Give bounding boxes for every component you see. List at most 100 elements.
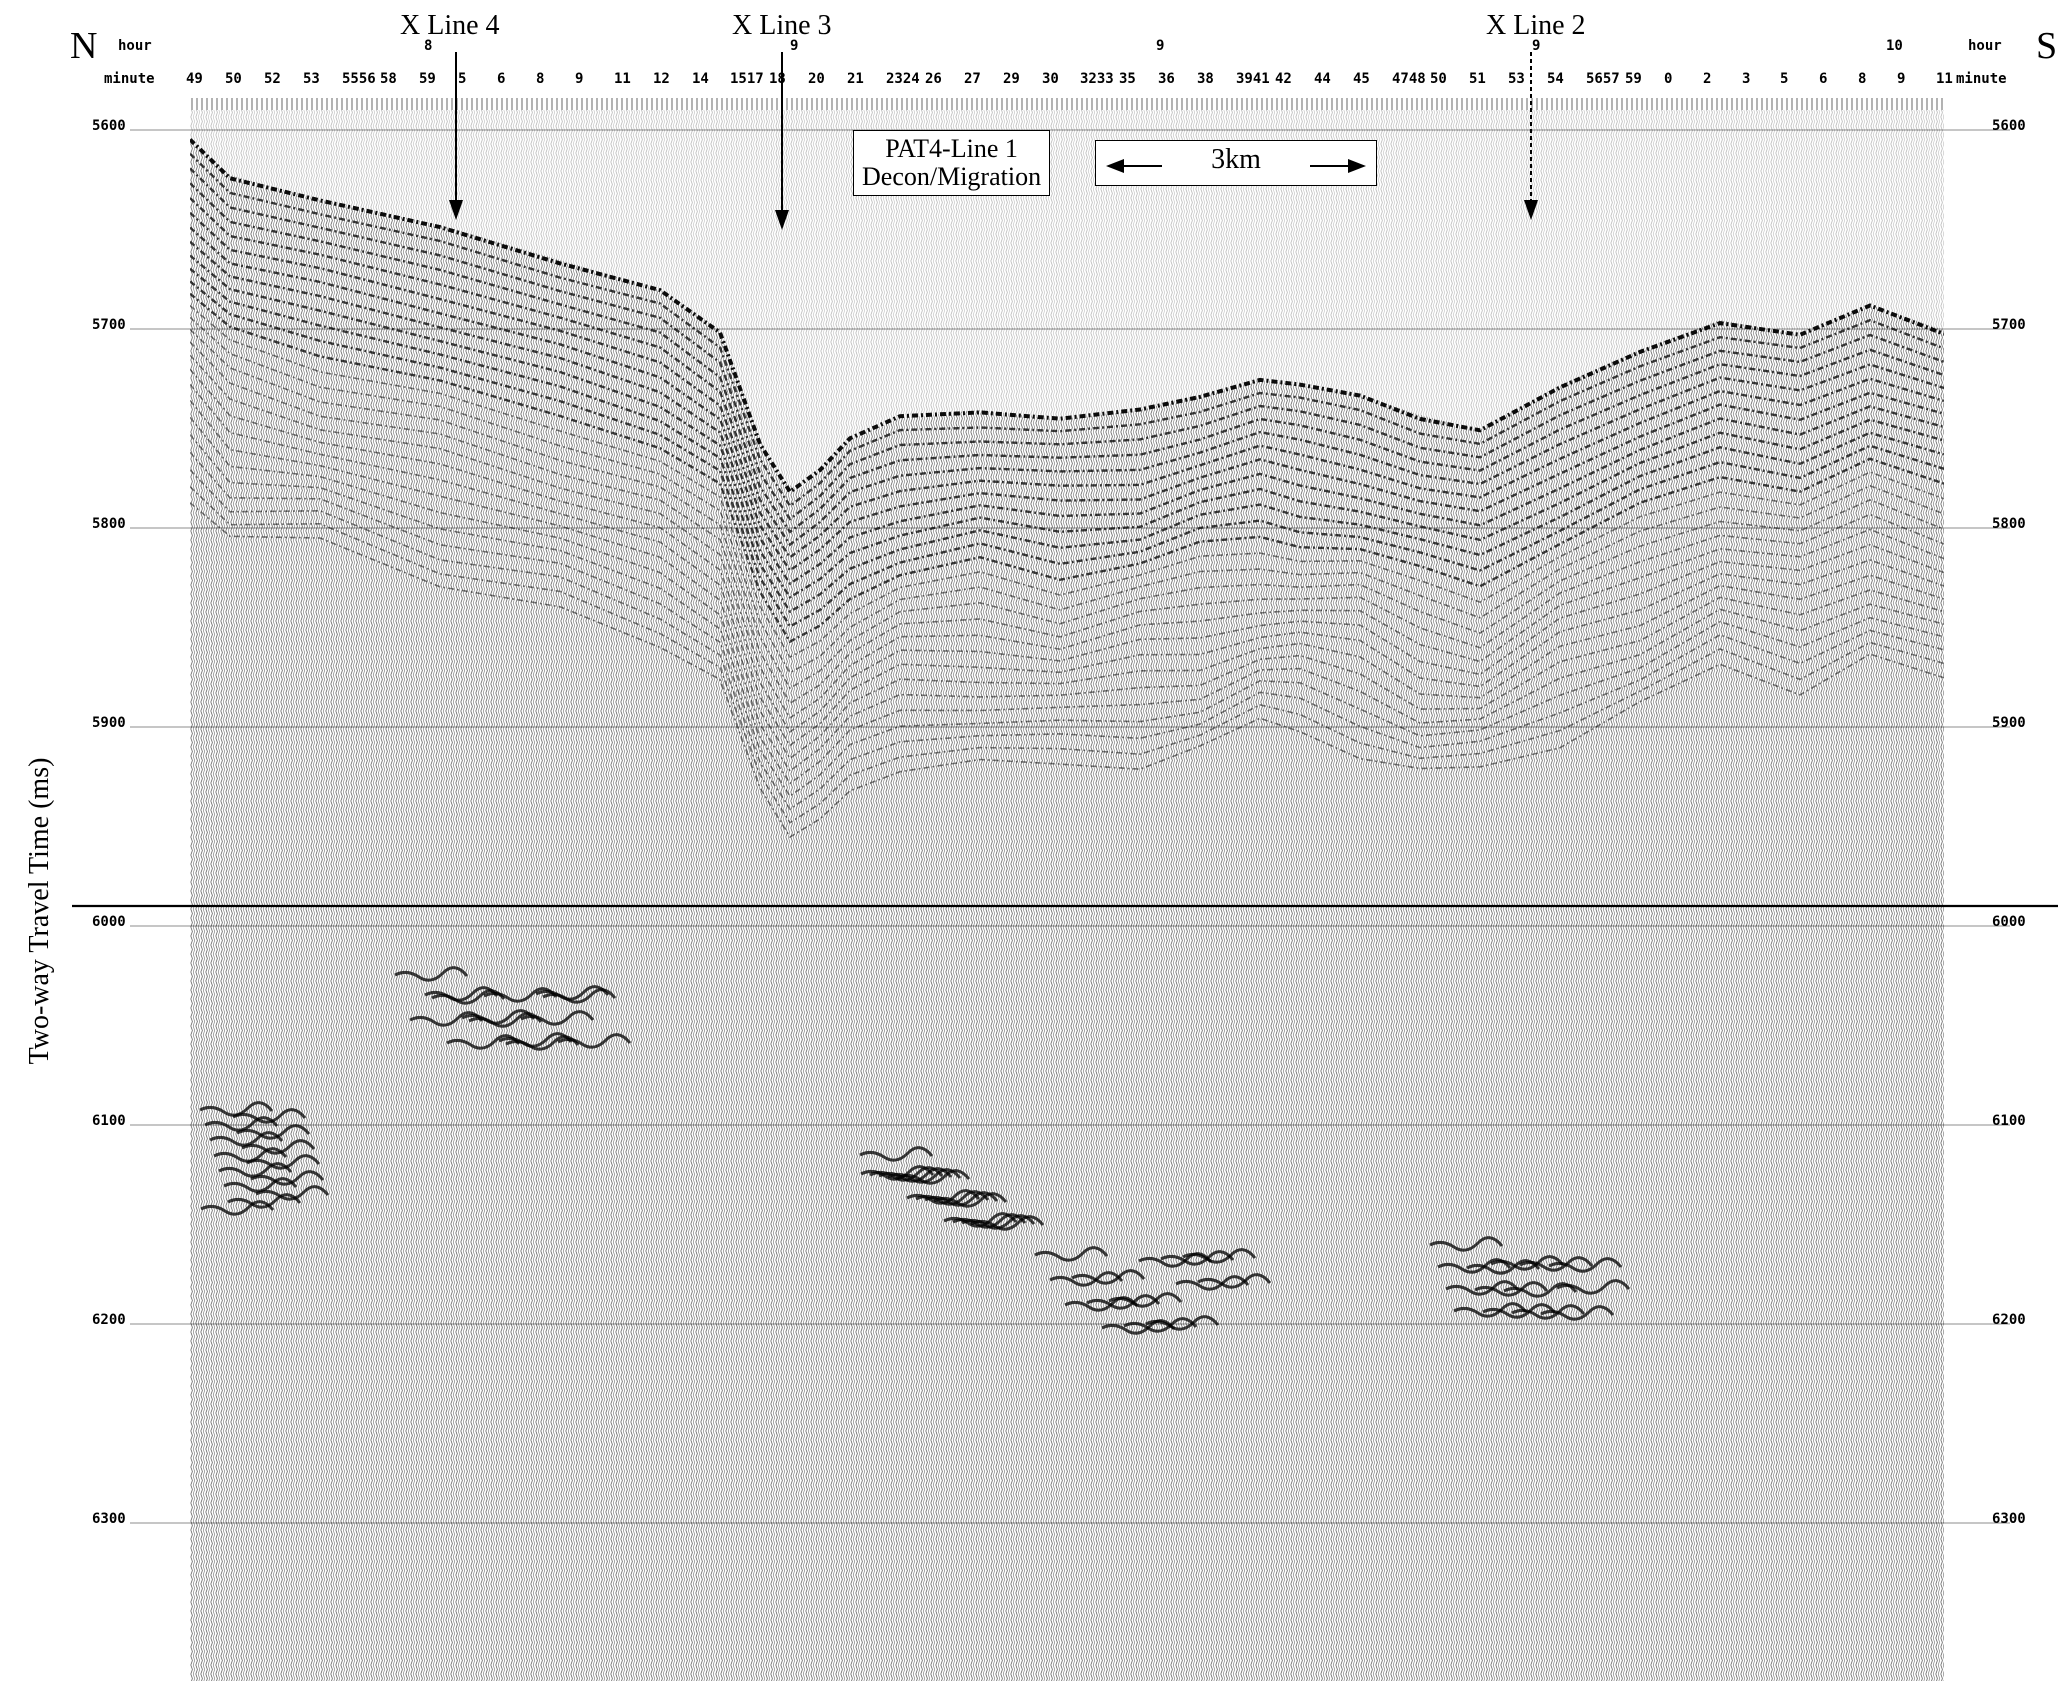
diffraction-event — [424, 986, 499, 1002]
minute-value: 42 — [1275, 71, 1292, 87]
minute-value: 59 — [1625, 71, 1642, 87]
minute-value: 50 — [225, 71, 242, 87]
minute-value: 38 — [1197, 71, 1214, 87]
reflector-horizon — [190, 341, 1944, 705]
minute-value: 21 — [847, 71, 864, 87]
y-tick-label: 6200 — [92, 1312, 126, 1328]
minute-value: 6 — [497, 71, 506, 87]
hour-value: 8 — [424, 38, 433, 54]
minute-value: 9 — [1897, 71, 1906, 87]
diffraction-event — [860, 1165, 935, 1181]
crossline-label-4: X Line 4 — [400, 10, 500, 41]
diffraction-event — [535, 985, 610, 1001]
diffraction-event — [1490, 1255, 1565, 1271]
diffraction-event — [859, 1146, 934, 1162]
diffraction-event — [1474, 1281, 1549, 1297]
reflector-horizon — [190, 328, 1944, 690]
diffraction-event — [227, 1193, 302, 1209]
reflector-horizon — [190, 182, 1944, 534]
minute-value: 45 — [1353, 71, 1370, 87]
minute-label-right: minute — [1956, 71, 2007, 87]
hour-value: 9 — [1532, 38, 1541, 54]
y-axis-label: Two-way Travel Time (ms) — [24, 757, 55, 1065]
minute-value: 2324 — [886, 71, 920, 87]
minute-value: 1517 — [730, 71, 764, 87]
minute-value: 59 — [419, 71, 436, 87]
y-tick-label: 6300 — [92, 1511, 126, 1527]
minute-value: 12 — [653, 71, 670, 87]
south-label: S — [2036, 25, 2058, 67]
title-line-2: Decon/Migration — [862, 162, 1042, 191]
diffraction-event — [241, 1139, 316, 1155]
minute-value: 53 — [303, 71, 320, 87]
minute-value: 52 — [264, 71, 281, 87]
reflector-horizon — [190, 416, 1944, 773]
diffraction-event — [246, 1154, 321, 1170]
scale-label: 3km — [1211, 144, 1261, 175]
minute-value: 27 — [964, 71, 981, 87]
diffraction-event — [933, 1192, 1008, 1208]
reflector-horizon — [190, 197, 1944, 547]
minute-value: 18 — [769, 71, 786, 87]
diffraction-event — [1482, 1303, 1557, 1319]
diffraction-event — [446, 1034, 521, 1050]
minute-values-row: 49 50 52 53 5556 58 59 5 6 8 9 11 12 14 1517 18 20 21 2324… — [186, 71, 1953, 89]
diffraction-event — [896, 1169, 971, 1185]
diffraction-event — [232, 1108, 307, 1124]
reflector-horizon — [190, 368, 1944, 733]
reflector-horizon — [190, 502, 1944, 839]
diffraction-event — [1101, 1319, 1176, 1335]
minute-label-left: minute — [104, 71, 155, 87]
minute-value: 58 — [380, 71, 397, 87]
diffraction-event — [869, 1166, 944, 1182]
diffraction-event — [394, 966, 469, 982]
diffraction-event — [961, 1214, 1036, 1230]
diffraction-event — [1445, 1280, 1520, 1296]
minute-value: 3233 — [1080, 71, 1114, 87]
y-tick-label: 5800 — [92, 516, 126, 532]
diffraction-event — [461, 1009, 536, 1025]
minute-value: 5556 — [342, 71, 376, 87]
reflector-horizon — [190, 316, 1944, 674]
diffraction-event — [1519, 1256, 1594, 1272]
scale-bar-box: 3km — [1095, 140, 1377, 186]
diffraction-event — [1556, 1279, 1631, 1295]
diffraction-event — [223, 1177, 298, 1193]
diffraction-event — [887, 1168, 962, 1184]
hour-value: 9 — [790, 38, 799, 54]
minute-value: 30 — [1042, 71, 1059, 87]
diffraction-event — [1064, 1296, 1139, 1312]
reflector-group — [190, 138, 1944, 1335]
diffraction-event — [250, 1170, 325, 1186]
y-tick-label: 6300 — [1992, 1511, 2026, 1527]
diffraction-event — [1197, 1273, 1272, 1289]
y-tick-label: 6000 — [1992, 914, 2026, 930]
minute-value: 2 — [1703, 71, 1712, 87]
y-tick-label: 6100 — [1992, 1113, 2026, 1129]
minute-value: 36 — [1158, 71, 1175, 87]
y-tick-label: 6200 — [1992, 1312, 2026, 1328]
minute-value: 14 — [692, 71, 709, 87]
y-tick-label: 5700 — [1992, 317, 2026, 333]
minute-value: 8 — [1858, 71, 1867, 87]
diffraction-event — [498, 1032, 573, 1048]
minute-value: 50 — [1430, 71, 1447, 87]
reflector-horizon — [190, 280, 1944, 629]
minute-value: 5 — [1780, 71, 1789, 87]
reflector-horizon — [190, 138, 1944, 495]
diffraction-event — [200, 1200, 275, 1216]
diffraction-event — [1123, 1317, 1198, 1333]
minute-value: 35 — [1119, 71, 1136, 87]
diffraction-event — [1175, 1275, 1250, 1291]
diffraction-event — [970, 1215, 1045, 1231]
minute-value: 5657 — [1586, 71, 1620, 87]
y-tick-label: 5800 — [1992, 516, 2026, 532]
diffraction-event — [1453, 1302, 1528, 1318]
diffraction-event — [409, 1011, 484, 1027]
crossline-arrows — [449, 52, 1538, 230]
shot-tick-row — [191, 98, 1943, 110]
reflector-horizon — [190, 152, 1944, 508]
diffraction-event — [204, 1116, 279, 1132]
reflector-horizon — [190, 383, 1944, 747]
minute-value: 3 — [1742, 71, 1751, 87]
